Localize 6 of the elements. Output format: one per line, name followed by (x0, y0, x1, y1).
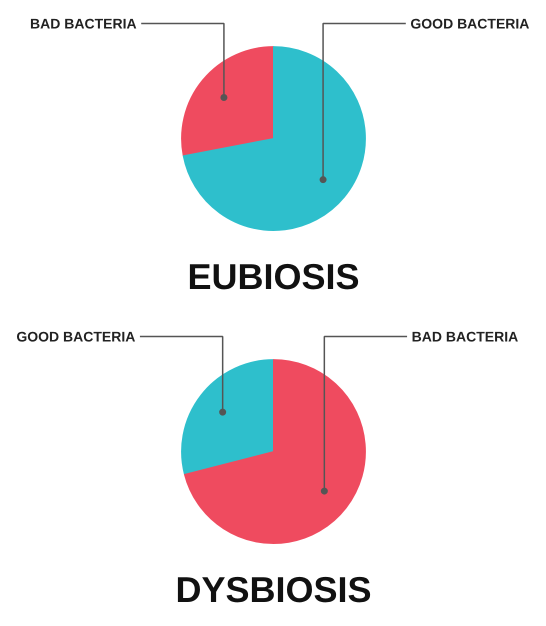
slice-label: BAD BACTERIA (30, 16, 137, 32)
text: EUBIOSIS (187, 256, 360, 298)
slice-label: GOOD BACTERIA (410, 16, 530, 32)
text: DYSBIOSIS (175, 569, 372, 610)
slice-label: GOOD BACTERIA (16, 328, 136, 345)
slice-label: BAD BACTERIA (412, 328, 518, 345)
